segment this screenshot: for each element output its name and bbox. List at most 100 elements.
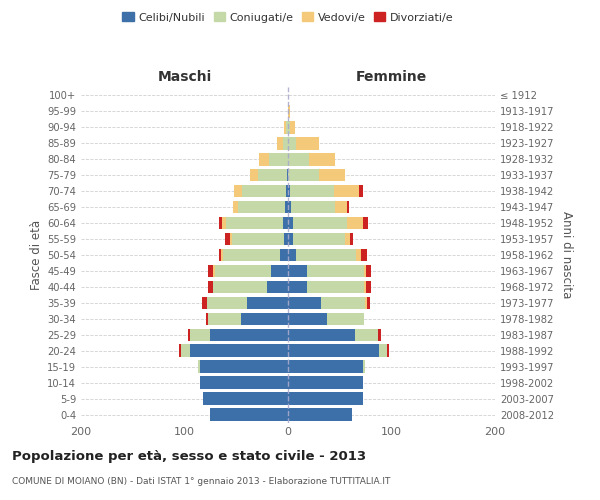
Bar: [288, 312, 328, 325]
Bar: [293, 217, 347, 230]
Bar: [203, 392, 288, 405]
Bar: [268, 280, 288, 293]
Bar: [283, 217, 288, 230]
Bar: [296, 249, 356, 261]
Bar: [286, 121, 288, 134]
Bar: [277, 137, 283, 149]
Bar: [350, 233, 353, 245]
Bar: [214, 264, 215, 277]
Bar: [293, 233, 345, 245]
Bar: [190, 344, 288, 357]
Bar: [290, 185, 334, 198]
Bar: [247, 296, 288, 309]
Bar: [347, 201, 349, 213]
Bar: [291, 201, 335, 213]
Bar: [211, 408, 288, 420]
Bar: [347, 217, 362, 230]
Bar: [388, 344, 389, 357]
Bar: [286, 185, 288, 198]
Bar: [179, 344, 181, 357]
Bar: [379, 344, 388, 357]
Bar: [230, 233, 232, 245]
Bar: [365, 264, 371, 277]
Bar: [365, 296, 367, 309]
Bar: [188, 328, 190, 341]
Bar: [208, 264, 214, 277]
Bar: [269, 153, 288, 166]
Bar: [200, 376, 288, 389]
Text: Femmine: Femmine: [356, 70, 427, 85]
Bar: [208, 312, 241, 325]
Bar: [238, 201, 285, 213]
Bar: [271, 264, 288, 277]
Bar: [284, 121, 286, 134]
Bar: [364, 280, 365, 293]
Bar: [288, 360, 362, 373]
Bar: [218, 217, 222, 230]
Bar: [233, 201, 238, 213]
Bar: [335, 201, 347, 213]
Bar: [288, 169, 319, 181]
Bar: [365, 280, 371, 293]
Bar: [328, 312, 364, 325]
Bar: [288, 153, 309, 166]
Bar: [288, 296, 321, 309]
Bar: [226, 217, 283, 230]
Bar: [309, 153, 335, 166]
Bar: [290, 121, 295, 134]
Bar: [288, 264, 307, 277]
Bar: [334, 185, 359, 198]
Bar: [287, 169, 288, 181]
Bar: [288, 105, 290, 118]
Bar: [285, 201, 288, 213]
Y-axis label: Fasce di età: Fasce di età: [30, 220, 43, 290]
Text: COMUNE DI MOIANO (BN) - Dati ISTAT 1° gennaio 2013 - Elaborazione TUTTITALIA.IT: COMUNE DI MOIANO (BN) - Dati ISTAT 1° ge…: [12, 478, 391, 486]
Bar: [288, 201, 291, 213]
Bar: [225, 233, 230, 245]
Bar: [288, 376, 362, 389]
Bar: [218, 249, 221, 261]
Bar: [200, 360, 288, 373]
Bar: [288, 217, 293, 230]
Bar: [288, 392, 362, 405]
Bar: [319, 169, 345, 181]
Bar: [232, 233, 284, 245]
Bar: [356, 249, 361, 261]
Bar: [362, 360, 365, 373]
Bar: [288, 408, 352, 420]
Y-axis label: Anni di nascita: Anni di nascita: [560, 212, 573, 298]
Bar: [288, 280, 307, 293]
Bar: [190, 328, 211, 341]
Bar: [307, 280, 364, 293]
Bar: [355, 328, 378, 341]
Bar: [361, 249, 367, 261]
Bar: [288, 185, 290, 198]
Bar: [258, 169, 287, 181]
Bar: [206, 312, 208, 325]
Bar: [345, 233, 350, 245]
Bar: [321, 296, 365, 309]
Bar: [242, 185, 286, 198]
Bar: [250, 169, 258, 181]
Bar: [288, 344, 379, 357]
Bar: [367, 296, 370, 309]
Bar: [221, 249, 223, 261]
Bar: [284, 233, 288, 245]
Bar: [207, 296, 247, 309]
Bar: [223, 249, 280, 261]
Bar: [362, 217, 368, 230]
Bar: [222, 217, 226, 230]
Bar: [211, 328, 288, 341]
Bar: [280, 249, 288, 261]
Bar: [364, 264, 365, 277]
Bar: [259, 153, 269, 166]
Bar: [378, 328, 381, 341]
Bar: [288, 233, 293, 245]
Bar: [214, 280, 268, 293]
Bar: [234, 185, 242, 198]
Bar: [288, 249, 296, 261]
Bar: [181, 344, 190, 357]
Bar: [288, 328, 355, 341]
Bar: [198, 360, 200, 373]
Text: Maschi: Maschi: [157, 70, 212, 85]
